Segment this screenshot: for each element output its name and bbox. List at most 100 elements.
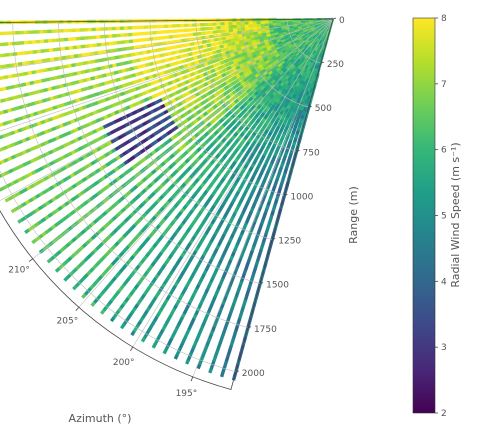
beam-segment [309,62,314,68]
beam-segment [17,62,23,67]
beam-segment [181,143,188,149]
beam-segment [309,70,315,77]
beam-segment [158,194,165,201]
beam-segment [254,58,260,64]
beam [24,18,334,235]
beam-segment [216,345,221,351]
beam-segment [6,108,12,113]
beam-segment [44,107,50,113]
beam-segment [160,96,167,102]
beam-segment [238,150,244,157]
beam-segment [296,113,302,119]
beam-segment [126,242,133,248]
beam-segment [268,50,275,56]
beam-segment [145,306,151,313]
beam-segment [155,72,161,77]
beam-segment [156,175,162,181]
beam-segment [250,50,257,56]
beam-segment [150,49,155,54]
beam-segment [269,159,275,165]
beam-segment [199,100,206,106]
beam-segment [156,270,162,277]
beam-segment [117,47,123,52]
beam-segment [86,197,92,204]
range-tick-label: 0 [339,16,345,26]
beam-segment [177,94,184,100]
beam-segment [272,69,278,75]
beam-segment [264,94,270,101]
beam-segment [303,63,308,69]
beam-segment [234,40,240,45]
beam-segment [245,236,251,242]
beam-segment [169,62,175,67]
beam-segment [149,133,155,139]
beam-segment [243,44,250,49]
beam-segment [153,166,160,173]
beam-segment [48,240,54,247]
beam-segment [147,283,153,290]
beam-segment [260,198,266,205]
beam-segment [156,289,162,296]
beam-segment [59,102,66,108]
beam-segment [230,303,236,309]
beam-segment [191,291,197,297]
beam-segment [100,289,107,295]
beam-segment [196,109,202,115]
beam-segment [123,60,129,66]
beam-segment [147,303,153,309]
beam-segment [169,269,175,275]
beam-segment [24,136,31,142]
beam-segment [22,187,28,193]
beam-segment [225,94,231,100]
beam-segment [207,307,212,313]
beam-segment [133,221,139,227]
beam-segment [268,40,274,46]
beam-segment [189,107,196,113]
beam-segment [123,217,130,223]
beam-segment [224,62,231,68]
beam-segment [141,313,147,320]
beam-segment [109,120,116,126]
beam-segment [77,192,83,198]
beam-segment [178,145,184,152]
beam-segment [236,144,242,151]
beam-segment [92,67,98,72]
beam-segment [266,183,271,189]
beam-segment [88,68,94,73]
beam-segment [131,135,138,141]
beam-segment [264,147,270,154]
beam-segment [313,50,318,56]
beam-segment [267,56,274,63]
beam-segment [173,103,179,109]
beam-segment [139,98,146,104]
beam-segment [245,140,251,147]
beam-segment [136,100,142,106]
beam-segment [11,166,17,172]
beam-segment [173,158,180,165]
beam-segment [134,51,140,56]
beam-segment [260,41,266,47]
beam-segment [186,116,192,122]
beam-segment [163,69,169,75]
beam-segment [143,271,149,277]
beam-segment [208,64,214,70]
beam-segment [199,325,205,332]
range-axis-label: Range (m) [347,186,360,244]
beam-segment [283,35,289,40]
beam-segment [127,88,133,94]
beam-segment [226,241,232,247]
beam-segment [264,84,271,91]
beam-segment [233,70,239,76]
beam-segment [276,68,283,74]
beam-segment [3,97,10,102]
beam-segment [266,86,273,93]
beam-segment [180,252,186,258]
beam-segment [181,161,188,167]
beam-segment [255,80,261,86]
beam [109,18,334,323]
beam-segment [51,148,58,154]
beam-segment [277,79,283,86]
beam-segment [118,267,125,274]
beam-segment [53,221,60,228]
beam-segment [299,45,304,50]
